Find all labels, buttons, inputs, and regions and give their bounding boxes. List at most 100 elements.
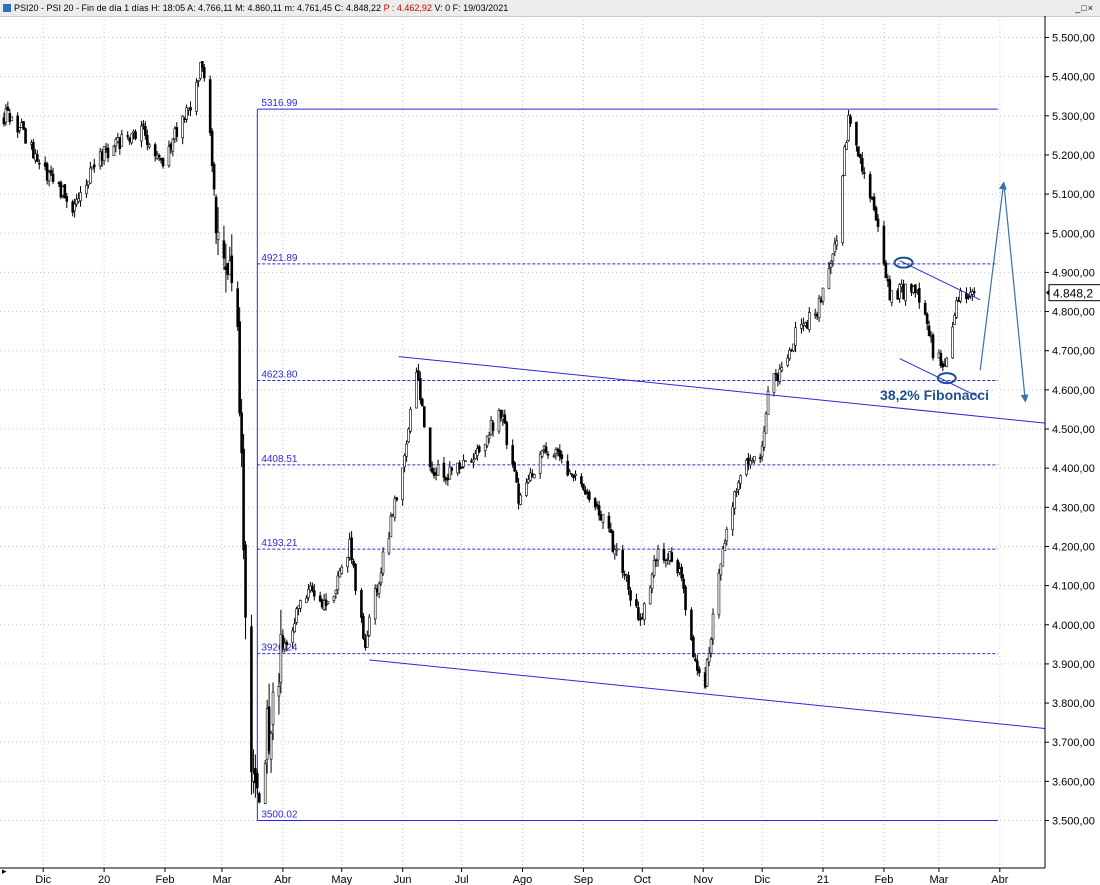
candle-up <box>114 138 118 147</box>
candle-down <box>450 467 454 471</box>
candle-up <box>497 410 501 432</box>
candle-down <box>629 590 632 601</box>
candle-down <box>872 196 876 210</box>
candle-up <box>216 231 220 240</box>
candle-down <box>126 135 129 137</box>
candle-up <box>601 514 605 523</box>
fib-level-label: 4408.51 <box>261 454 298 465</box>
candle-up <box>831 253 835 262</box>
candle-down <box>202 66 206 79</box>
candle-up <box>613 549 617 555</box>
candle-up <box>745 459 748 475</box>
candle-down <box>682 578 685 589</box>
candle-down <box>210 130 214 167</box>
x-tick-label: Oct <box>634 874 651 885</box>
candle-up <box>971 291 974 295</box>
y-tick-label: 4.000,00 <box>1052 620 1095 632</box>
candle-up <box>367 616 371 636</box>
candle-down <box>861 158 864 172</box>
candle-down <box>849 116 852 124</box>
candle-up <box>4 108 8 123</box>
candle-up <box>725 529 729 542</box>
candle-up <box>393 498 397 518</box>
candle-down <box>967 296 970 299</box>
candle-down <box>654 559 658 562</box>
candle-down <box>63 184 67 199</box>
candle-down <box>92 164 96 168</box>
candle-down <box>161 157 165 167</box>
candle-down <box>684 586 687 610</box>
x-tick-label: 21 <box>817 874 829 885</box>
candle-up <box>959 290 962 302</box>
fib-level-label: 3500.02 <box>261 809 298 820</box>
candle-up <box>648 587 652 605</box>
candle-up <box>752 455 756 462</box>
candle-up <box>332 595 336 601</box>
candle-down <box>285 641 289 646</box>
x-tick-label: Jun <box>394 874 412 885</box>
axes: 3.500,00 3.600,00 3.700,00 3.800,00 3.900,00… <box>0 16 1100 885</box>
candle-down <box>621 549 624 574</box>
pivot-ellipse-marker <box>936 372 957 385</box>
candle-up <box>171 138 175 152</box>
candle-down <box>505 422 509 445</box>
trend-line <box>398 356 1046 424</box>
candle-down <box>876 218 880 227</box>
candle-up <box>263 763 267 804</box>
x-tick-label: Ago <box>513 874 533 885</box>
window-controls[interactable]: _□× <box>1075 3 1094 13</box>
candle-down <box>311 585 314 592</box>
candle-up <box>401 467 404 500</box>
candle-down <box>350 537 353 560</box>
candle-up <box>525 482 528 496</box>
candle-up <box>890 290 894 303</box>
scroll-left-icon[interactable]: ▸ <box>2 866 7 876</box>
candle-up <box>271 691 275 725</box>
candle-up <box>642 603 646 620</box>
candle-down <box>923 302 927 315</box>
candle-up <box>199 62 202 79</box>
candle-down <box>460 467 463 469</box>
candle-up <box>652 560 656 576</box>
y-tick-label: 3.500,00 <box>1052 816 1095 828</box>
open-value: A: 4.766,11 <box>187 3 233 13</box>
candle-up <box>405 443 408 457</box>
candle-down <box>208 79 212 134</box>
candle-up <box>529 472 532 481</box>
high-value: M: 4.860,11 <box>235 3 282 13</box>
candle-down <box>580 476 583 485</box>
candle-down <box>267 706 271 752</box>
candle-up <box>409 408 412 432</box>
y-tick-label: 3.800,00 <box>1052 698 1095 710</box>
chart-title-bar: PSI20 - PSI 20 - Fin de día 1 días H: 18… <box>0 0 1100 17</box>
candle-up <box>552 455 556 458</box>
symbol: PSI20 <box>14 3 39 13</box>
candle-up <box>568 471 571 474</box>
candle-down <box>417 370 420 380</box>
candle-up <box>904 283 907 302</box>
candle-down <box>517 483 520 504</box>
candle-up <box>527 479 530 483</box>
candle-down <box>430 467 434 473</box>
trend-line <box>369 659 1046 729</box>
candle-up <box>719 563 723 576</box>
pchange-value: P : 4.462,92 <box>383 3 432 13</box>
candle-down <box>281 635 285 648</box>
instrument-name: - PSI 20 - Fin de día 1 días <box>41 3 149 13</box>
candle-down <box>611 530 615 552</box>
candle-up <box>898 284 901 299</box>
candle-down <box>882 225 886 264</box>
candle-up <box>346 557 349 568</box>
candle-up <box>377 583 381 594</box>
candle-down <box>680 566 683 579</box>
candle-up <box>338 570 342 578</box>
candle-down <box>312 590 316 597</box>
candle-down <box>639 618 642 621</box>
candle-up <box>102 146 106 162</box>
candle-up <box>766 390 770 415</box>
candle-up <box>120 134 124 147</box>
candle-up <box>147 144 151 148</box>
candle-down <box>670 552 674 562</box>
candlestick-chart[interactable]: 5316.994921.894623.804408.514193.213926.… <box>0 16 1100 885</box>
candle-up <box>554 449 558 455</box>
